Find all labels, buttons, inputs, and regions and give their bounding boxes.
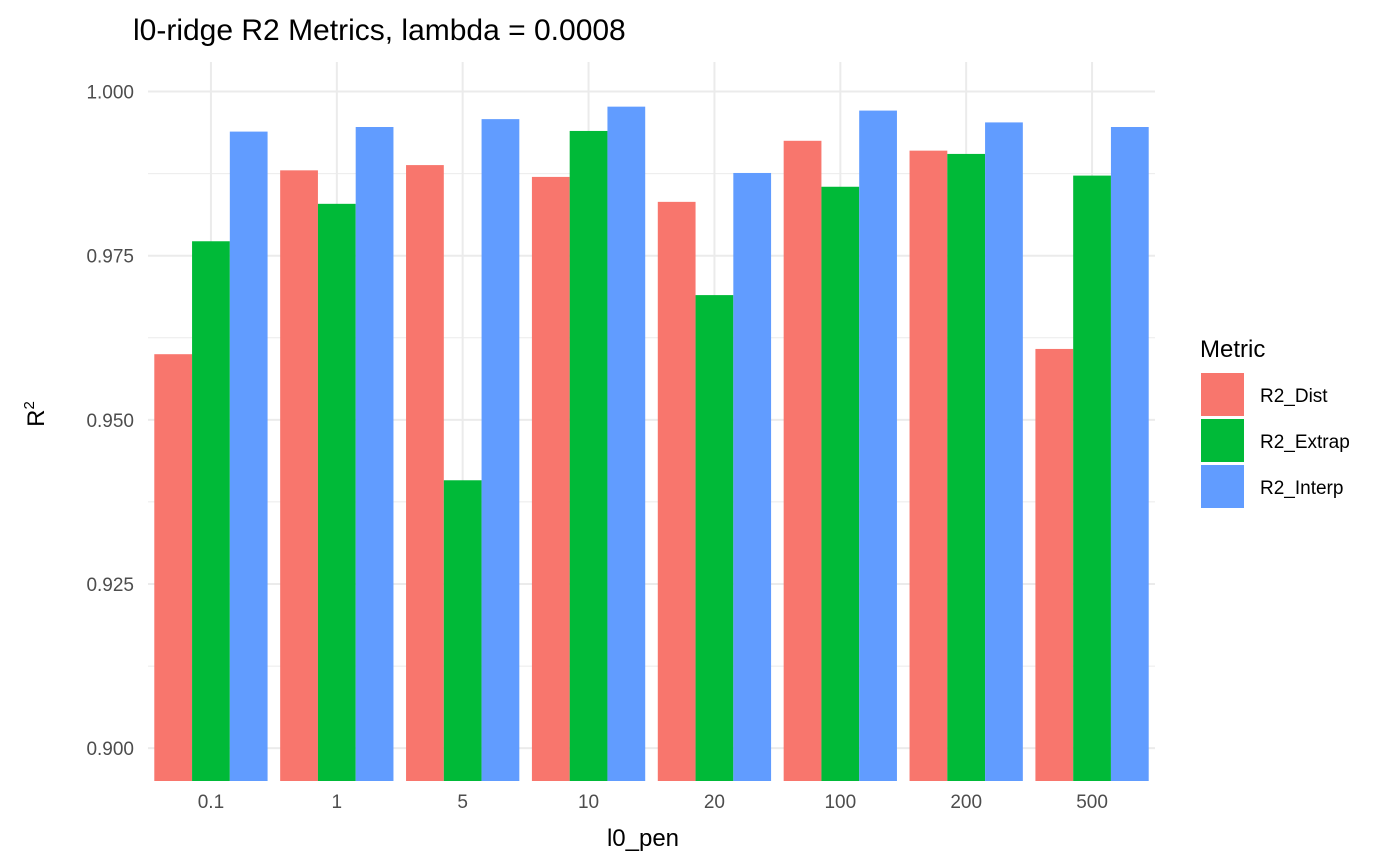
bar-r2-dist bbox=[909, 150, 948, 782]
y-axis-title-base: R bbox=[23, 410, 50, 427]
bar-r2-dist bbox=[531, 176, 570, 781]
bar-r2-extrap bbox=[317, 203, 356, 781]
y-tick-label: 0.950 bbox=[86, 411, 134, 432]
y-axis-title: R2 bbox=[21, 401, 50, 427]
bar-r2-dist bbox=[1035, 348, 1074, 781]
bar-r2-extrap bbox=[569, 130, 608, 782]
chart-title: l0-ridge R2 Metrics, lambda = 0.0008 bbox=[133, 14, 626, 47]
bar-r2-interp bbox=[733, 172, 772, 782]
bar-r2-extrap bbox=[192, 241, 230, 781]
bar-r2-interp bbox=[355, 127, 394, 781]
y-tick-label: 0.925 bbox=[86, 575, 134, 596]
legend-key bbox=[1201, 465, 1244, 508]
bar-r2-interp bbox=[229, 131, 268, 782]
legend-key bbox=[1201, 373, 1244, 416]
bar-r2-extrap bbox=[947, 153, 986, 781]
x-tick-label: 1 bbox=[332, 792, 343, 813]
legend-title: Metric bbox=[1200, 336, 1265, 363]
y-tick-label: 0.900 bbox=[86, 739, 134, 760]
legend-label: R2_Extrap bbox=[1260, 432, 1350, 453]
x-tick-label: 500 bbox=[1076, 792, 1108, 813]
bar-r2-extrap bbox=[821, 186, 860, 781]
x-axis-title: l0_pen bbox=[607, 825, 679, 852]
x-tick-label: 5 bbox=[457, 792, 468, 813]
bar-r2-interp bbox=[859, 110, 897, 781]
y-tick-label: 0.975 bbox=[86, 247, 134, 268]
bar-r2-extrap bbox=[443, 480, 482, 781]
legend-label: R2_Interp bbox=[1260, 478, 1343, 499]
legend: Metric R2_Dist R2_Extrap R2_Interp bbox=[1200, 336, 1350, 508]
bar-r2-interp bbox=[985, 122, 1023, 782]
bars bbox=[154, 106, 1149, 782]
x-tick-labels: 0.1 1 5 10 20 100 200 500 bbox=[198, 792, 1108, 813]
bar-r2-dist bbox=[280, 170, 318, 781]
bar-r2-extrap bbox=[1073, 175, 1111, 781]
x-tick-label: 200 bbox=[950, 792, 982, 813]
bar-r2-dist bbox=[154, 354, 193, 781]
x-tick-label: 0.1 bbox=[198, 792, 224, 813]
bar-r2-interp bbox=[1110, 127, 1149, 781]
legend-label: R2_Dist bbox=[1260, 386, 1328, 407]
legend-key bbox=[1201, 419, 1244, 462]
bar-r2-dist bbox=[406, 165, 444, 782]
y-tick-label: 1.000 bbox=[86, 83, 134, 104]
bar-r2-dist bbox=[783, 140, 822, 781]
y-tick-labels: 0.900 0.925 0.950 0.975 1.000 bbox=[86, 83, 134, 761]
bar-r2-extrap bbox=[695, 295, 734, 781]
y-axis-title-superscript: 2 bbox=[21, 401, 38, 409]
x-tick-label: 20 bbox=[704, 792, 725, 813]
x-tick-label: 100 bbox=[824, 792, 856, 813]
bar-r2-interp bbox=[607, 106, 646, 782]
bar-r2-interp bbox=[481, 119, 520, 781]
bar-r2-dist bbox=[657, 201, 696, 781]
x-tick-label: 10 bbox=[578, 792, 599, 813]
